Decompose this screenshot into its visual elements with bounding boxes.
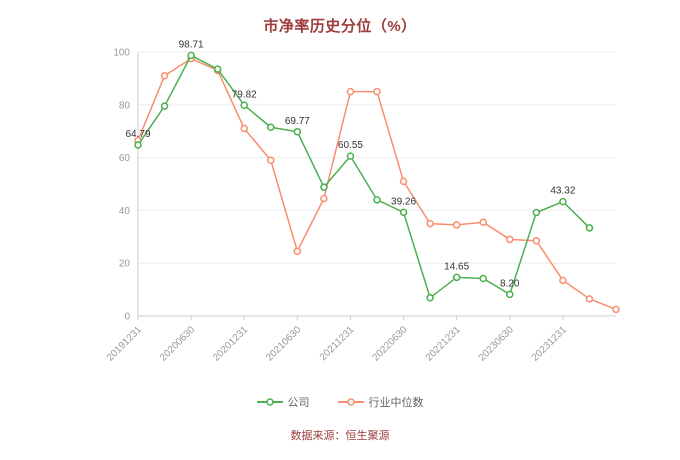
x-axis-tick-label: 20201231 [211,324,251,364]
industry-median-marker-icon [506,235,514,244]
industry-median-marker-icon [479,218,487,227]
company-marker-icon [320,183,328,191]
industry-median-marker-icon [399,177,408,186]
company-line [137,54,590,300]
point-value-label: 14.65 [444,261,469,272]
y-axis-tick-label: 40 [119,206,131,217]
company-marker-icon [134,141,142,149]
industry-median-marker-icon [559,276,567,285]
legend-label: 行业中位数 [368,397,424,409]
legend-marker-icon [256,398,283,406]
company-marker-icon [213,65,222,73]
company-marker-icon [240,101,248,110]
x-axis-tick-label: 20221231 [424,324,464,364]
point-value-label: 79.82 [232,89,257,100]
point-value-label: 64.79 [125,129,150,140]
chart-title: 市净率历史分位（%） [263,18,417,35]
industry-median-series [134,54,620,314]
company-marker-icon [399,208,408,217]
chart-legend: 公司 行业中位数 [0,394,680,410]
x-axis-tick-label: 20230630 [477,324,517,364]
point-value-label: 8.20 [500,278,520,289]
point-value-label: 43.32 [550,186,575,197]
industry-median-marker-icon [240,124,248,133]
industry-median-marker-icon [373,87,381,96]
x-axis-tick-label: 20211231 [318,324,357,363]
industry-median-marker-icon [612,305,620,314]
company-marker-icon [479,274,487,283]
company-marker-icon [293,128,302,136]
company-marker-icon [426,294,434,302]
industry-median-line [137,57,617,311]
x-axis-tick-label: 20200630 [158,324,198,364]
y-axis-tick-label: 60 [119,153,131,164]
industry-median-marker-icon [320,194,328,203]
industry-median-marker-icon [267,156,275,164]
y-axis-tick-label: 100 [113,48,130,59]
legend-marker-icon [337,398,364,406]
x-axis-tick-label: 20231231 [530,324,570,364]
point-value-label: 60.55 [338,140,363,151]
industry-median-marker-icon [346,87,355,96]
pb-ratio-percentile-chart: 0 20 40 60 80 100 20191231 20200630 20201231 2021… [105,39,620,364]
legend-item-company[interactable]: 公司 [256,394,310,410]
y-axis-tick-label: 0 [124,312,130,323]
industry-median-marker-icon [160,72,169,80]
company-marker-icon [559,197,567,206]
point-value-label: 98.71 [179,39,204,50]
point-value-label: 39.26 [391,196,416,207]
industry-median-marker-icon [452,221,461,229]
company-marker-icon [452,273,461,282]
company-marker-icon [346,152,355,160]
data-source-note: 数据来源：恒生聚源 [290,430,390,442]
company-marker-icon [585,224,594,232]
x-axis-tick-label: 20220630 [370,324,410,364]
company-series [134,51,594,302]
company-marker-icon [160,102,169,110]
company-marker-icon [506,290,514,299]
y-axis-tick-label: 20 [119,259,131,270]
industry-median-marker-icon [426,219,434,228]
legend-label: 公司 [287,397,310,409]
x-axis-tick-label: 20191231 [105,324,145,364]
company-marker-icon [187,51,195,60]
company-marker-icon [373,196,381,204]
y-axis-tick-label: 80 [119,100,131,111]
industry-median-marker-icon [532,237,541,245]
legend-item-industry-median[interactable]: 行业中位数 [337,394,424,410]
company-marker-icon [267,123,275,131]
industry-median-marker-icon [293,247,302,256]
industry-median-marker-icon [585,295,594,303]
point-value-label: 69.77 [285,116,310,127]
company-marker-icon [532,208,541,217]
x-axis-tick-label: 20210630 [264,324,304,364]
